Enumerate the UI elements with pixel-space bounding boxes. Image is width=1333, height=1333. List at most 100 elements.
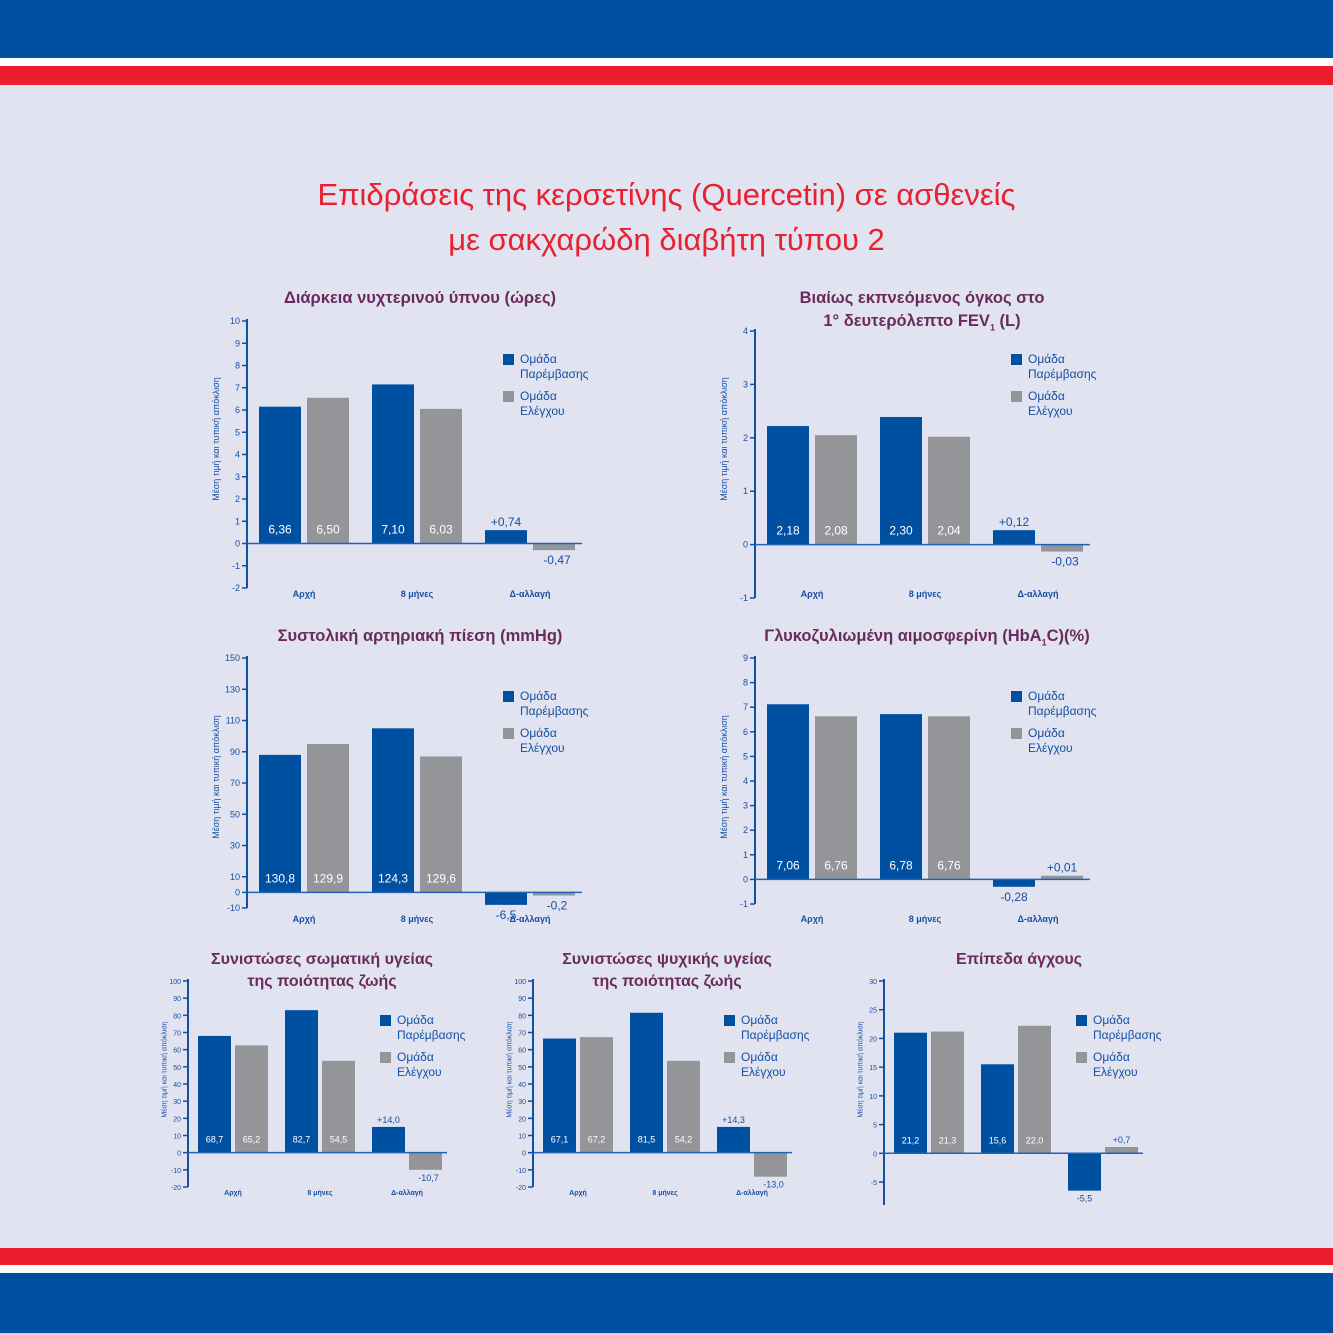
- y-tick-label: 30: [173, 1099, 181, 1106]
- bar-intervention: [198, 1035, 231, 1153]
- y-tick-label: -10: [516, 1168, 526, 1175]
- y-tick-label: -2: [232, 583, 240, 593]
- y-tick-label: 10: [173, 1134, 181, 1141]
- y-tick-label: 3: [743, 379, 748, 389]
- legend-item-control: Ομάδα Ελέγχου: [1011, 389, 1096, 419]
- bar-intervention: [630, 1012, 663, 1153]
- y-tick-label: 10: [518, 1134, 526, 1141]
- category-label: 8 μήνες: [307, 1190, 333, 1197]
- y-tick-label: 1: [235, 516, 240, 526]
- legend: Ομάδα Παρέμβασης Ομάδα Ελέγχου: [1011, 689, 1096, 763]
- y-axis-label: Μέση τιμή και τυπική απόκλιση: [161, 1021, 169, 1118]
- legend-text: Παρέμβασης: [397, 1028, 466, 1042]
- change-label: -10,7: [418, 1173, 439, 1183]
- y-tick-label: 0: [743, 874, 748, 884]
- bar-intervention: [485, 530, 527, 544]
- chart-title-line: 1° δευτερόλεπτο FEV1 (L): [722, 310, 1122, 339]
- bar-control: [533, 543, 575, 551]
- legend-item-control: Ομάδα Ελέγχου: [1076, 1050, 1161, 1080]
- change-label: +0,01: [1047, 861, 1078, 875]
- y-axis-label: Μέση τιμή και τυπική απόκλιση: [506, 1021, 514, 1118]
- y-tick-label: 20: [518, 1116, 526, 1123]
- legend-swatch-blue: [724, 1015, 735, 1026]
- bar-intervention: [993, 879, 1035, 887]
- value-label: 81,5: [638, 1135, 656, 1145]
- value-label: 21,2: [902, 1135, 920, 1145]
- y-tick-label: 40: [173, 1082, 181, 1089]
- y-tick-label: 8: [743, 678, 748, 688]
- y-tick-label: 90: [518, 996, 526, 1003]
- bar-intervention: [285, 1010, 318, 1153]
- y-tick-label: 3: [235, 472, 240, 482]
- y-tick-label: 15: [869, 1065, 877, 1072]
- change-label: -0,47: [543, 553, 571, 567]
- change-label: +0,74: [491, 515, 522, 529]
- y-tick-label: 2: [743, 433, 748, 443]
- legend-text: Ομάδα: [1028, 352, 1065, 366]
- legend-text: Παρέμβασης: [520, 367, 589, 381]
- legend: Ομάδα Παρέμβασης Ομάδα Ελέγχου: [380, 1013, 465, 1087]
- legend: Ομάδα Παρέμβασης Ομάδα Ελέγχου: [503, 689, 588, 763]
- y-tick-label: -10: [227, 903, 240, 913]
- bar-intervention: [1068, 1153, 1101, 1191]
- y-tick-label: 70: [173, 1031, 181, 1038]
- legend-item-control: Ομάδα Ελέγχου: [724, 1050, 809, 1080]
- legend-text: Ομάδα: [1093, 1013, 1130, 1027]
- legend-swatch-blue: [380, 1015, 391, 1026]
- y-tick-label: 4: [743, 776, 748, 786]
- y-tick-label: 1: [743, 850, 748, 860]
- y-tick-label: 9: [743, 653, 748, 663]
- y-axis-label: Μέση τιμή και τυπική απόκλιση: [211, 377, 221, 501]
- value-label: 6,50: [316, 523, 340, 537]
- value-label: 67,1: [551, 1135, 569, 1145]
- value-label: 6,03: [429, 523, 453, 537]
- change-label: +0,7: [1113, 1135, 1131, 1145]
- legend-text: Ελέγχου: [741, 1065, 786, 1079]
- bar-control: [931, 1031, 964, 1154]
- legend-text: Ομάδα: [741, 1050, 778, 1064]
- y-tick-label: 60: [518, 1048, 526, 1055]
- change-label: +14,0: [377, 1115, 400, 1125]
- value-label: 7,06: [776, 858, 800, 872]
- y-tick-label: 8: [235, 361, 240, 371]
- legend-text: Παρέμβασης: [1093, 1028, 1162, 1042]
- value-label: 67,2: [588, 1135, 606, 1145]
- bar-control: [420, 756, 462, 893]
- y-axis-label: Μέση τιμή και τυπική απόκλιση: [857, 1021, 865, 1118]
- bar-control: [667, 1060, 700, 1153]
- legend-item-intervention: Ομάδα Παρέμβασης: [1011, 352, 1096, 382]
- y-tick-label: 50: [230, 809, 240, 819]
- legend-text: Ομάδα: [1028, 389, 1065, 403]
- y-tick-label: 50: [518, 1065, 526, 1072]
- legend-text: Ελέγχου: [1028, 404, 1073, 418]
- y-tick-label: 3: [743, 801, 748, 811]
- legend-text: Ομάδα: [1028, 726, 1065, 740]
- y-tick-label: 30: [230, 841, 240, 851]
- bar-control: [928, 436, 970, 545]
- bar-control: [1018, 1025, 1051, 1154]
- bar-control: [1105, 1146, 1138, 1154]
- value-label: 6,36: [268, 523, 292, 537]
- legend-swatch-gray: [503, 391, 514, 402]
- legend-swatch-gray: [1011, 728, 1022, 739]
- legend: Ομάδα Παρέμβασης Ομάδα Ελέγχου: [1076, 1013, 1161, 1087]
- bar-intervention: [485, 892, 527, 905]
- y-tick-label: 0: [235, 887, 240, 897]
- legend-item-intervention: Ομάδα Παρέμβασης: [503, 689, 588, 719]
- y-tick-label: 0: [873, 1151, 877, 1158]
- bar-intervention: [767, 426, 809, 545]
- category-label: Δ-αλλαγή: [391, 1189, 423, 1197]
- legend-swatch-blue: [1076, 1015, 1087, 1026]
- y-axis-label: Μέση τιμή και τυπική απόκλιση: [719, 715, 729, 839]
- legend: Ομάδα Παρέμβασης Ομάδα Ελέγχου: [724, 1013, 809, 1087]
- top-white-stripe: [0, 58, 1333, 66]
- page-title: Επιδράσεις της κερσετίνης (Quercetin) σε…: [0, 172, 1333, 262]
- value-label: 68,7: [206, 1135, 224, 1145]
- category-label: 8 μήνες: [401, 914, 434, 924]
- category-label: Δ-αλλαγή: [510, 589, 551, 599]
- chart-title-anxiety: Επίπεδα άγχους: [869, 949, 1169, 971]
- legend-text: Ελέγχου: [520, 404, 565, 418]
- chart-title-line: Συνιστώσες σωματική υγείας: [211, 951, 433, 968]
- chart-title-line: Συνιστώσες ψυχικής υγείας: [562, 951, 772, 968]
- category-label: Δ-αλλαγή: [736, 1189, 768, 1197]
